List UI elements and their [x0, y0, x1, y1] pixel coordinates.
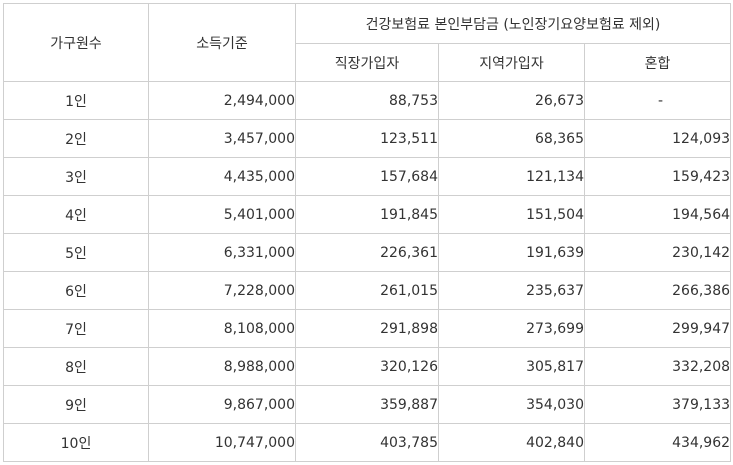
cell-employee: 403,785 — [295, 423, 439, 462]
cell-employee: 88,753 — [295, 81, 439, 120]
table-header: 가구원수 소득기준 건강보험료 본인부담금 (노인장기요양보험료 제외) 직장가… — [3, 3, 732, 82]
cell-employee: 191,845 — [295, 195, 439, 234]
cell-income: 3,457,000 — [148, 119, 296, 158]
header-mixed: 혼합 — [583, 43, 732, 82]
cell-employee: 261,015 — [295, 271, 439, 310]
cell-local: 121,134 — [438, 157, 585, 196]
income-premium-table: 가구원수 소득기준 건강보험료 본인부담금 (노인장기요양보험료 제외) 직장가… — [3, 3, 732, 462]
cell-household: 1인 — [3, 81, 149, 120]
cell-income: 9,867,000 — [148, 385, 296, 424]
cell-local: 354,030 — [438, 385, 585, 424]
cell-employee: 359,887 — [295, 385, 439, 424]
header-household: 가구원수 — [3, 3, 149, 82]
cell-local: 273,699 — [438, 309, 585, 348]
cell-income: 7,228,000 — [148, 271, 296, 310]
cell-mixed: 230,142 — [583, 233, 732, 272]
table-row: 4인 5,401,000 191,845 151,504 194,564 — [3, 195, 732, 234]
table-row: 2인 3,457,000 123,511 68,365 124,093 — [3, 119, 732, 158]
cell-local: 191,639 — [438, 233, 585, 272]
cell-local: 26,673 — [438, 81, 585, 120]
header-premium-group: 건강보험료 본인부담금 (노인장기요양보험료 제외) — [294, 3, 732, 44]
cell-household: 9인 — [3, 385, 149, 424]
cell-household: 5인 — [3, 233, 149, 272]
cell-income: 6,331,000 — [148, 233, 296, 272]
cell-employee: 291,898 — [295, 309, 439, 348]
cell-mixed: 299,947 — [583, 309, 732, 348]
cell-household: 10인 — [3, 423, 149, 462]
cell-local: 305,817 — [438, 347, 585, 386]
cell-mixed: 124,093 — [583, 119, 732, 158]
cell-employee: 226,361 — [295, 233, 439, 272]
cell-local: 235,637 — [438, 271, 585, 310]
cell-household: 4인 — [3, 195, 149, 234]
table-row: 7인 8,108,000 291,898 273,699 299,947 — [3, 309, 732, 348]
cell-income: 2,494,000 — [148, 81, 296, 120]
cell-employee: 320,126 — [295, 347, 439, 386]
cell-household: 6인 — [3, 271, 149, 310]
table-row: 6인 7,228,000 261,015 235,637 266,386 — [3, 271, 732, 310]
cell-local: 68,365 — [438, 119, 585, 158]
cell-mixed: 379,133 — [583, 385, 732, 424]
cell-household: 2인 — [3, 119, 149, 158]
cell-mixed: 266,386 — [583, 271, 732, 310]
header-employee: 직장가입자 — [295, 43, 439, 82]
cell-mixed: - — [583, 81, 732, 120]
cell-income: 8,988,000 — [148, 347, 296, 386]
cell-mixed: 332,208 — [583, 347, 732, 386]
cell-household: 3인 — [3, 157, 149, 196]
cell-income: 5,401,000 — [148, 195, 296, 234]
cell-employee: 157,684 — [295, 157, 439, 196]
table-row: 10인 10,747,000 403,785 402,840 434,962 — [3, 423, 732, 462]
cell-income: 4,435,000 — [148, 157, 296, 196]
table-row: 1인 2,494,000 88,753 26,673 - — [3, 81, 732, 120]
table-row: 9인 9,867,000 359,887 354,030 379,133 — [3, 385, 732, 424]
table-body: 1인 2,494,000 88,753 26,673 - 2인 3,457,00… — [3, 81, 732, 462]
header-local: 지역가입자 — [438, 43, 585, 82]
table-row: 8인 8,988,000 320,126 305,817 332,208 — [3, 347, 732, 386]
cell-mixed: 194,564 — [583, 195, 732, 234]
header-row-bottom: 직장가입자 지역가입자 혼합 — [4, 43, 732, 82]
cell-local: 151,504 — [438, 195, 585, 234]
cell-local: 402,840 — [438, 423, 585, 462]
table-row: 3인 4,435,000 157,684 121,134 159,423 — [3, 157, 732, 196]
cell-household: 8인 — [3, 347, 149, 386]
cell-mixed: 434,962 — [583, 423, 732, 462]
cell-income: 8,108,000 — [148, 309, 296, 348]
cell-household: 7인 — [3, 309, 149, 348]
cell-mixed: 159,423 — [583, 157, 732, 196]
cell-employee: 123,511 — [295, 119, 439, 158]
cell-income: 10,747,000 — [148, 423, 296, 462]
header-row-top: 가구원수 소득기준 건강보험료 본인부담금 (노인장기요양보험료 제외) — [3, 3, 732, 82]
header-income: 소득기준 — [148, 3, 296, 82]
table-row: 5인 6,331,000 226,361 191,639 230,142 — [3, 233, 732, 272]
